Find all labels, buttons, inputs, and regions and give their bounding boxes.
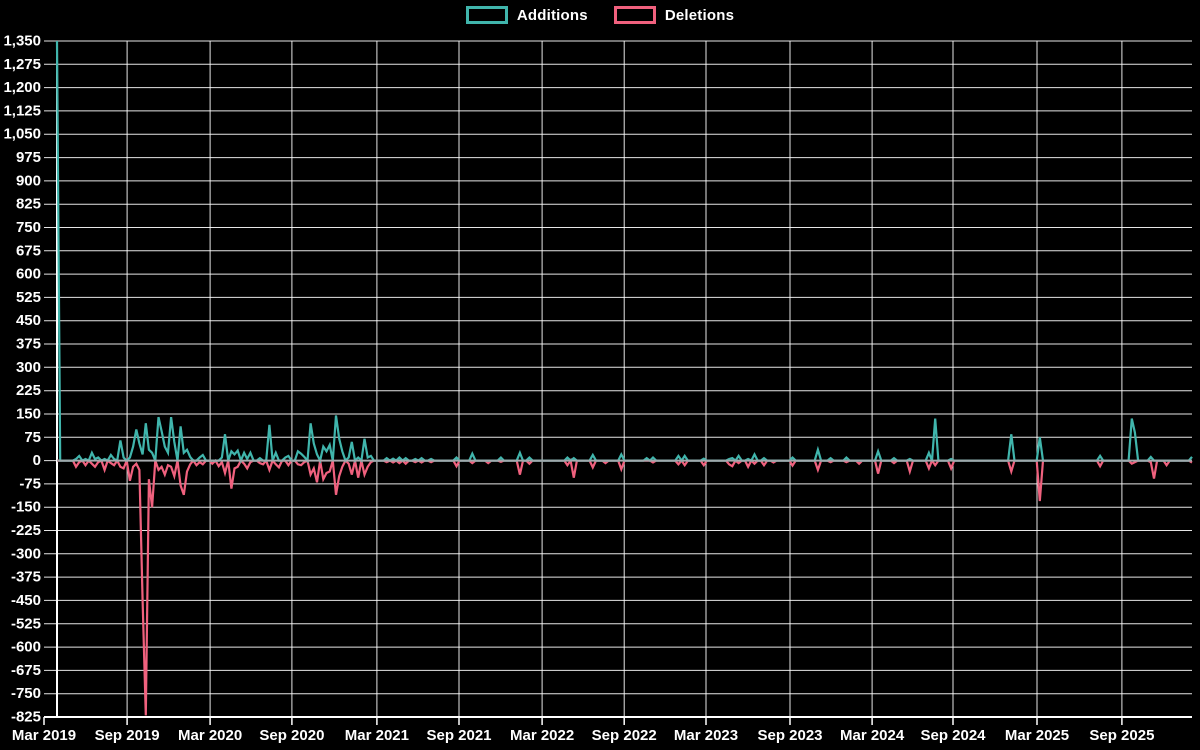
legend-item-additions[interactable]: Additions <box>465 6 588 24</box>
svg-text:1,350: 1,350 <box>3 33 41 50</box>
svg-text:0: 0 <box>33 452 41 469</box>
svg-text:300: 300 <box>16 359 41 376</box>
svg-text:900: 900 <box>16 172 41 189</box>
svg-text:-450: -450 <box>11 592 41 609</box>
svg-text:675: 675 <box>16 242 41 259</box>
svg-text:750: 750 <box>16 219 41 236</box>
deletions-legend-label: Deletions <box>664 6 735 24</box>
svg-text:-375: -375 <box>11 569 41 586</box>
svg-text:Sep 2025: Sep 2025 <box>1089 727 1154 744</box>
svg-text:Mar 2020: Mar 2020 <box>178 727 242 744</box>
svg-text:-750: -750 <box>11 685 41 702</box>
svg-text:-225: -225 <box>11 522 41 539</box>
svg-text:75: 75 <box>24 429 41 446</box>
svg-text:375: 375 <box>16 336 41 353</box>
svg-text:Sep 2023: Sep 2023 <box>757 727 822 744</box>
svg-text:1,125: 1,125 <box>3 102 41 119</box>
svg-text:-150: -150 <box>11 499 41 516</box>
svg-text:450: 450 <box>16 312 41 329</box>
svg-text:Sep 2020: Sep 2020 <box>259 727 324 744</box>
svg-text:Mar 2019: Mar 2019 <box>12 727 76 744</box>
chart-legend: Additions Deletions <box>0 6 1200 24</box>
svg-text:Sep 2022: Sep 2022 <box>592 727 657 744</box>
svg-text:825: 825 <box>16 196 41 213</box>
svg-text:-675: -675 <box>11 662 41 679</box>
svg-text:Sep 2021: Sep 2021 <box>426 727 491 744</box>
svg-text:Sep 2019: Sep 2019 <box>95 727 160 744</box>
svg-text:Mar 2025: Mar 2025 <box>1005 727 1069 744</box>
svg-text:Mar 2022: Mar 2022 <box>510 727 574 744</box>
svg-text:-300: -300 <box>11 545 41 562</box>
svg-text:150: 150 <box>16 406 41 423</box>
svg-text:Mar 2024: Mar 2024 <box>840 727 905 744</box>
svg-text:1,275: 1,275 <box>3 56 41 73</box>
svg-text:-825: -825 <box>11 709 41 726</box>
additions-swatch <box>465 6 508 24</box>
legend-item-deletions[interactable]: Deletions <box>613 6 735 24</box>
svg-text:-525: -525 <box>11 615 41 632</box>
svg-text:Mar 2021: Mar 2021 <box>345 727 409 744</box>
svg-text:225: 225 <box>16 382 41 399</box>
svg-text:-600: -600 <box>11 639 41 656</box>
additions-legend-label: Additions <box>516 6 588 24</box>
deletions-swatch <box>613 6 656 24</box>
svg-text:Mar 2023: Mar 2023 <box>674 727 738 744</box>
svg-text:600: 600 <box>16 266 41 283</box>
svg-text:525: 525 <box>16 289 41 306</box>
svg-text:1,050: 1,050 <box>3 126 41 143</box>
svg-text:-75: -75 <box>19 475 41 492</box>
svg-text:1,200: 1,200 <box>3 79 41 96</box>
svg-text:975: 975 <box>16 149 41 166</box>
svg-text:Sep 2024: Sep 2024 <box>920 727 986 744</box>
